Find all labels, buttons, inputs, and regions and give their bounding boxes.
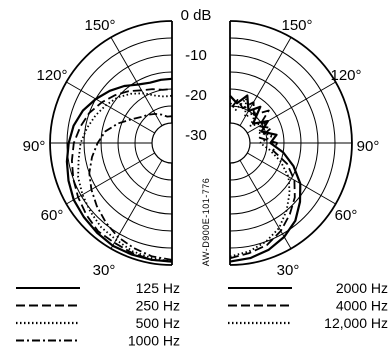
left-angle-label-150: 150° [84, 17, 115, 34]
left-grid-radial [110, 160, 163, 249]
right-curve-12000hz [229, 97, 291, 258]
right-legend-label: 4000 Hz [336, 298, 388, 314]
right-angle-label-150: 150° [281, 17, 312, 34]
left-curve-1000hz [88, 113, 173, 261]
right-angle-label-60: 60° [335, 207, 358, 224]
right-curve-2000hz [229, 94, 302, 263]
left-legend-label: 1000 Hz [128, 333, 180, 347]
left-polar-curves [65, 77, 173, 263]
right-grid-radial [239, 160, 292, 249]
left-center-hub [151, 122, 173, 164]
left-angle-label-60: 60° [41, 207, 64, 224]
left-legend-label: 500 Hz [136, 315, 180, 331]
left-polar-grid [49, 20, 173, 266]
db-label-gap [178, 6, 214, 158]
right-legend-label: 12,000 Hz [324, 315, 388, 331]
right-angle-label-90: 90° [357, 138, 380, 155]
left-curve-500hz [77, 92, 173, 263]
left-legend-label: 125 Hz [136, 280, 180, 296]
right-angle-label-30: 30° [277, 262, 300, 279]
left-curve-125hz [65, 77, 173, 263]
right-grid-radial [247, 152, 336, 205]
right-grid-radial [247, 81, 336, 134]
left-angle-label-90: 90° [23, 138, 46, 155]
db-label-0: 0 dB [181, 7, 212, 24]
vertical-code: AW-D900E-101-776 [201, 178, 211, 267]
right-legend-label: 2000 Hz [336, 280, 388, 296]
left-legend-label: 250 Hz [136, 298, 180, 314]
right-polar-grid [229, 20, 353, 266]
right-curve-4000hz [229, 99, 296, 260]
right-center-hub [229, 122, 251, 164]
db-label-30: -30 [185, 127, 207, 144]
left-curve-250hz [71, 88, 173, 263]
right-angle-label-120: 120° [330, 67, 361, 84]
db-label-20: -20 [185, 87, 207, 104]
left-grid-radial [110, 37, 163, 126]
left-grid-radial [66, 152, 155, 205]
right-polar-curves [229, 94, 302, 263]
left-angle-label-30: 30° [93, 262, 116, 279]
left-grid-radial [66, 81, 155, 134]
db-label-10: -10 [185, 47, 207, 64]
left-angle-label-120: 120° [36, 67, 67, 84]
